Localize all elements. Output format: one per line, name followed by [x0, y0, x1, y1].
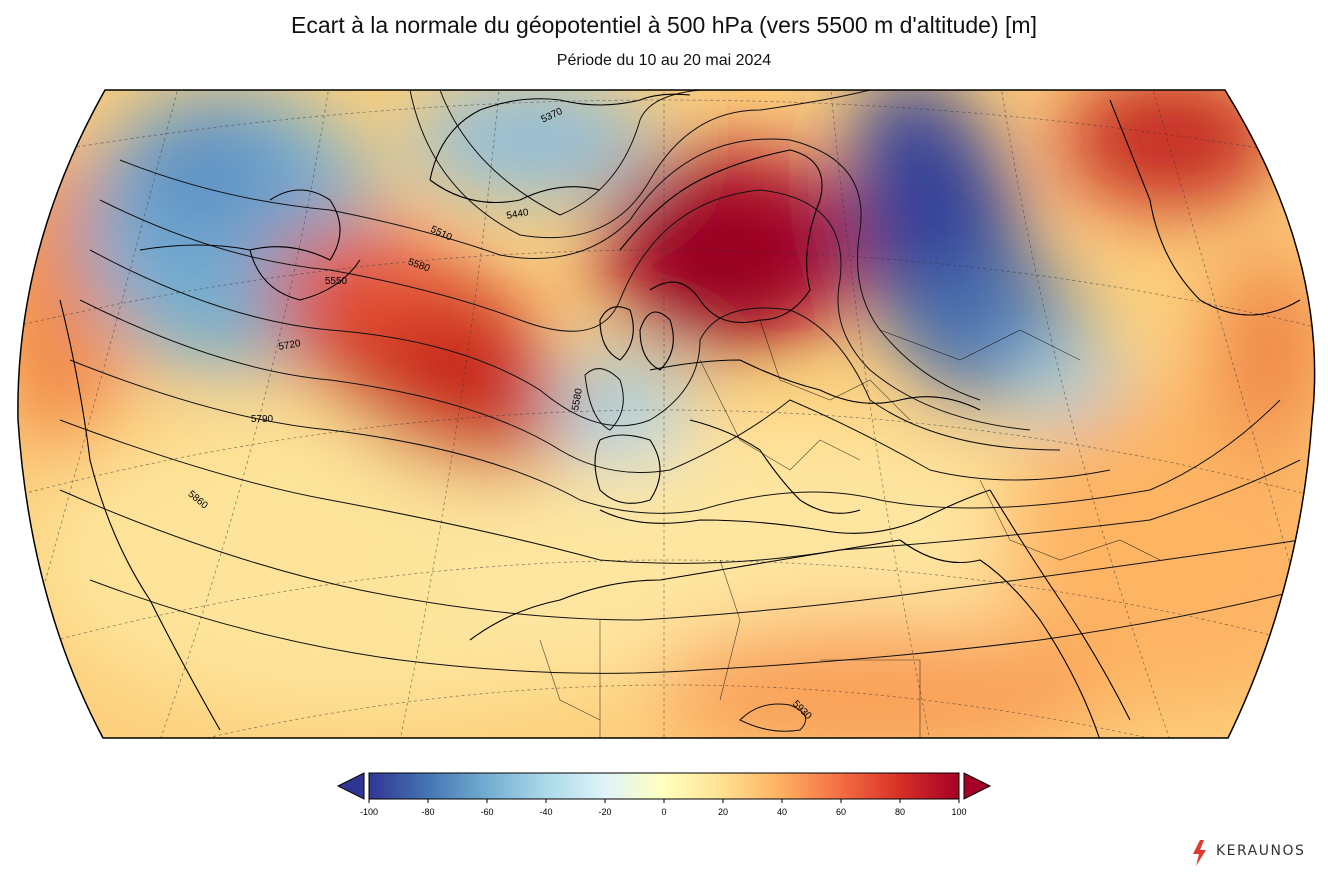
geopotential-contours: [59, 90, 1301, 732]
colorbar-tick-label: 60: [836, 807, 846, 817]
brand-name: KERAUNOS: [1216, 843, 1306, 859]
lightning-bolt-icon: [1193, 840, 1206, 866]
map-frame: [17, 89, 1316, 739]
contour-label: 5790: [251, 414, 274, 425]
contour-label: 5580: [570, 387, 585, 411]
colorbar-tick-label: -40: [539, 807, 552, 817]
brand-logo: [1193, 840, 1206, 866]
contour-label: 5720: [278, 338, 302, 353]
coastlines: [59, 93, 1301, 738]
colorbar-tick-label: -80: [421, 807, 434, 817]
chart-subtitle: Période du 10 au 20 mai 2024: [556, 52, 772, 69]
chart-title: Ecart à la normale du géopotentiel à 500…: [291, 12, 1037, 38]
colorbar-tick-label: -60: [480, 807, 493, 817]
colorbar-tick-label: 0: [661, 807, 666, 817]
borders: [539, 319, 1161, 738]
contour-label: 5550: [325, 276, 348, 287]
anomaly-field: [17, 90, 1315, 738]
colorbar-extend-min: [336, 772, 365, 800]
colorbar-tick-label: 80: [895, 807, 905, 817]
colorbar-gradient: [368, 772, 960, 800]
colorbar-tick-label: -100: [360, 807, 378, 817]
colorbar-tick-label: 40: [777, 807, 787, 817]
colorbar-tick-label: -20: [598, 807, 611, 817]
contour-label: 5440: [506, 207, 530, 222]
colorbar-tick-label: 20: [718, 807, 728, 817]
colorbar-tick-label: 100: [951, 807, 966, 817]
colorbar-extend-max: [963, 772, 992, 800]
